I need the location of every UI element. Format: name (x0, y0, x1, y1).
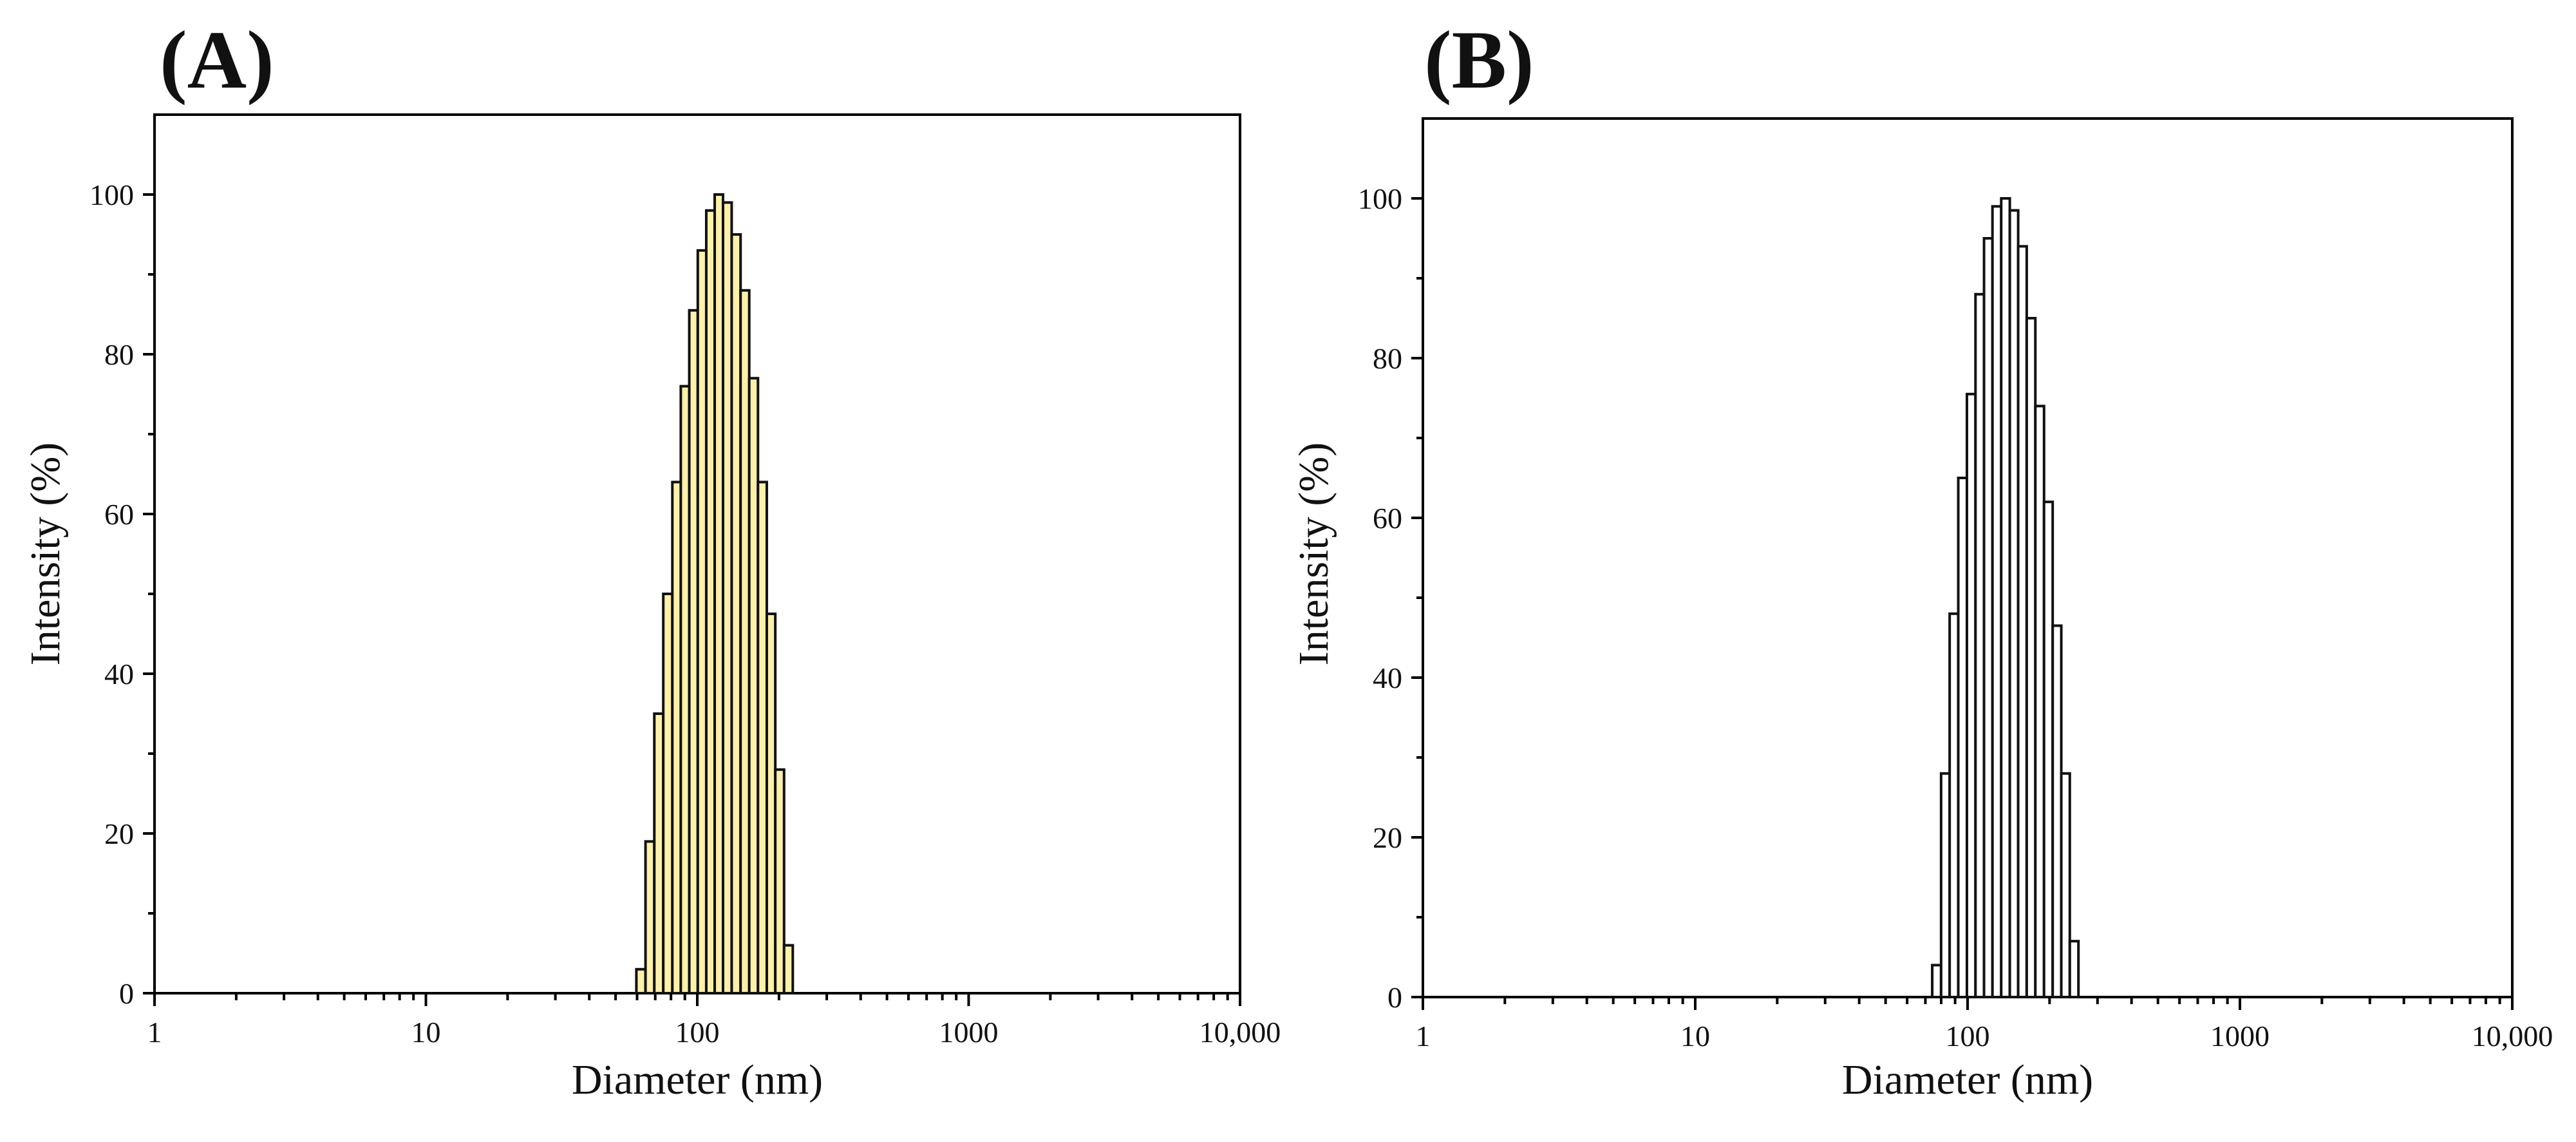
bar-a (635, 967, 647, 995)
x-tick-label-a: 1 (147, 1016, 162, 1049)
bar-b (2051, 624, 2063, 998)
x-axis-title-b: Diameter (nm) (1842, 1056, 2093, 1103)
bar-a (721, 201, 733, 994)
bar-a (653, 712, 665, 994)
bar-b (1991, 205, 2003, 998)
x-tick-label-b: 10 (1680, 1020, 1710, 1052)
y-tick-label-b: 40 (1373, 661, 1402, 694)
bar-b (2068, 940, 2080, 998)
panel-label-a: (A) (160, 14, 274, 106)
x-tick-label-a: 10 (411, 1016, 441, 1049)
bar-a (644, 840, 656, 995)
y-tick-label-b: 60 (1373, 502, 1402, 535)
y-tick-label-a: 20 (104, 817, 134, 850)
ticks-a: 1 10 100 1000 10,000 0 20 40 60 80 100 (89, 178, 1281, 1049)
y-tick-label-b: 80 (1373, 342, 1402, 375)
x-axis-title-a: Diameter (nm) (572, 1056, 823, 1103)
bar-a (774, 768, 785, 995)
bars-b (1931, 197, 2080, 999)
y-tick-label-b: 20 (1373, 821, 1402, 854)
ticks-b: 1 10 100 1000 10,000 0 20 40 60 80 100 (1358, 182, 2553, 1052)
bar-a (747, 377, 760, 994)
y-axis-title-b: Intensity (%) (1290, 443, 1337, 665)
bar-b (2060, 772, 2071, 999)
panel-b: (B) 1 10 100 1000 10,000 0 20 40 60 80 100 Diamete… (1290, 14, 2553, 1103)
y-tick-label-a: 60 (104, 498, 134, 531)
y-tick-label-a: 0 (119, 977, 134, 1010)
bar-a (730, 233, 742, 994)
x-tick-label-b: 1000 (2210, 1020, 2270, 1052)
bar-b (2034, 404, 2045, 998)
x-tick-label-b: 1 (1416, 1020, 1431, 1052)
bar-b (1948, 612, 1960, 998)
x-tick-label-b: 10,000 (2472, 1020, 2553, 1052)
bar-a (739, 289, 751, 994)
bars-a (635, 193, 794, 995)
bar-a (662, 593, 674, 994)
bar-b (1931, 964, 1942, 999)
bar-b (2042, 500, 2054, 998)
x-tick-label-b: 100 (1946, 1020, 1990, 1052)
y-tick-label-b: 100 (1358, 182, 1402, 215)
y-tick-label-a: 80 (104, 338, 134, 371)
bar-b (2025, 317, 2037, 998)
panel-label-b: (B) (1424, 14, 1534, 106)
y-axis-title-a: Intensity (%) (22, 443, 69, 665)
x-tick-label-a: 10,000 (1199, 1016, 1281, 1049)
bar-a (757, 481, 768, 994)
y-tick-label-b: 0 (1387, 981, 1402, 1014)
bar-a (782, 944, 794, 994)
panel-a: (A) 1 10 100 1000 10,000 0 20 40 60 80 100 Diamete… (22, 14, 1281, 1103)
x-tick-label-a: 1000 (939, 1016, 999, 1049)
y-tick-label-a: 100 (89, 178, 134, 211)
y-tick-label-a: 40 (104, 658, 134, 690)
bar-b (1957, 477, 1968, 998)
x-tick-label-a: 100 (675, 1016, 720, 1049)
